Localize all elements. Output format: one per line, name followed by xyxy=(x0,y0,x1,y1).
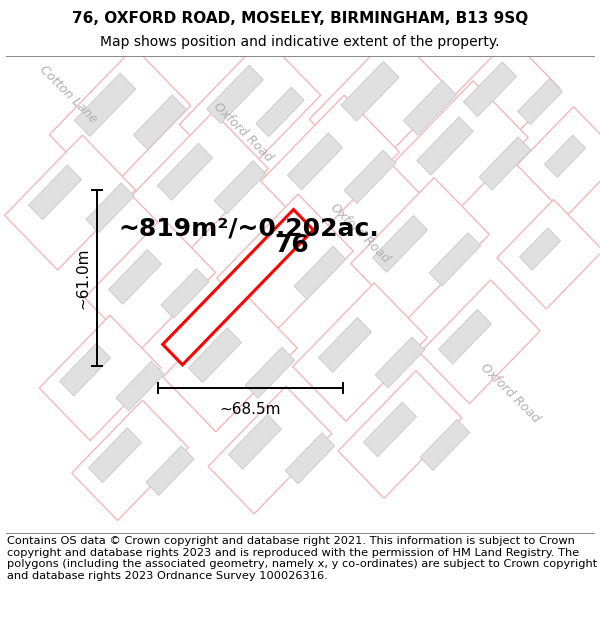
Polygon shape xyxy=(403,81,457,135)
Polygon shape xyxy=(341,61,399,121)
Polygon shape xyxy=(293,283,427,421)
Polygon shape xyxy=(287,133,343,190)
Polygon shape xyxy=(208,386,332,514)
Text: ~61.0m: ~61.0m xyxy=(76,247,91,309)
Polygon shape xyxy=(214,161,266,214)
Polygon shape xyxy=(88,428,142,483)
Polygon shape xyxy=(440,38,560,161)
Polygon shape xyxy=(238,228,293,284)
Polygon shape xyxy=(163,209,313,365)
Polygon shape xyxy=(364,402,416,457)
Polygon shape xyxy=(285,432,335,484)
Polygon shape xyxy=(59,343,110,396)
Polygon shape xyxy=(5,135,136,270)
Text: Cotton Lane: Cotton Lane xyxy=(37,63,100,126)
Polygon shape xyxy=(74,73,136,136)
Text: Oxford Road: Oxford Road xyxy=(478,361,542,426)
Polygon shape xyxy=(133,95,187,149)
Polygon shape xyxy=(544,135,586,178)
Text: 76, OXFORD ROAD, MOSELEY, BIRMINGHAM, B13 9SQ: 76, OXFORD ROAD, MOSELEY, BIRMINGHAM, B1… xyxy=(72,11,528,26)
Polygon shape xyxy=(157,143,212,200)
Polygon shape xyxy=(417,117,473,175)
Polygon shape xyxy=(109,249,161,304)
Text: Contains OS data © Crown copyright and database right 2021. This information is : Contains OS data © Crown copyright and d… xyxy=(7,536,598,581)
Polygon shape xyxy=(338,371,462,498)
Polygon shape xyxy=(420,280,540,404)
Polygon shape xyxy=(116,361,164,411)
Polygon shape xyxy=(373,216,428,272)
Text: Map shows position and indicative extent of the property.: Map shows position and indicative extent… xyxy=(100,35,500,49)
Polygon shape xyxy=(463,62,517,117)
Polygon shape xyxy=(517,107,600,216)
Polygon shape xyxy=(256,87,304,137)
Polygon shape xyxy=(28,165,82,219)
Text: Oxford Road: Oxford Road xyxy=(328,201,392,266)
Polygon shape xyxy=(86,183,134,232)
Polygon shape xyxy=(71,400,188,521)
Polygon shape xyxy=(229,414,281,469)
Polygon shape xyxy=(161,269,209,318)
Polygon shape xyxy=(39,315,161,441)
Polygon shape xyxy=(351,177,489,321)
Text: ~68.5m: ~68.5m xyxy=(220,402,281,417)
Polygon shape xyxy=(518,79,562,124)
Polygon shape xyxy=(207,65,263,124)
Polygon shape xyxy=(344,150,396,204)
Polygon shape xyxy=(392,81,528,221)
Polygon shape xyxy=(309,32,451,178)
Text: Oxford Road: Oxford Road xyxy=(211,101,275,165)
Polygon shape xyxy=(245,348,295,398)
Polygon shape xyxy=(146,446,194,496)
Polygon shape xyxy=(261,95,399,238)
Polygon shape xyxy=(319,318,371,372)
Polygon shape xyxy=(217,194,353,335)
Polygon shape xyxy=(85,217,215,352)
Polygon shape xyxy=(520,228,560,270)
Text: ~819m²/~0.202ac.: ~819m²/~0.202ac. xyxy=(118,216,379,241)
Polygon shape xyxy=(294,246,346,299)
Polygon shape xyxy=(439,309,491,364)
Polygon shape xyxy=(188,328,242,382)
Text: 76: 76 xyxy=(274,233,308,258)
Polygon shape xyxy=(429,232,481,286)
Polygon shape xyxy=(163,293,297,432)
Polygon shape xyxy=(497,199,600,309)
Polygon shape xyxy=(132,112,268,253)
Polygon shape xyxy=(420,419,470,471)
Polygon shape xyxy=(479,137,531,190)
Polygon shape xyxy=(49,48,191,193)
Polygon shape xyxy=(179,37,321,182)
Polygon shape xyxy=(375,337,425,388)
